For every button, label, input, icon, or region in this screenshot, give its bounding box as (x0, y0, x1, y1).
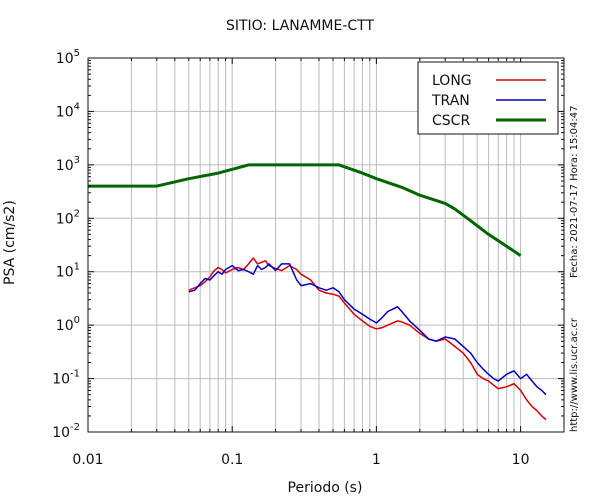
chart-title: SITIO: LANAMME-CTT (225, 18, 375, 34)
series-tran-line (188, 263, 547, 396)
legend-label-tran: TRAN (431, 93, 470, 109)
series-long-line (188, 257, 547, 421)
x-tick-label: 0.1 (221, 452, 243, 468)
axes (87, 57, 565, 433)
x-axis-label: Periodo (s) (288, 480, 363, 496)
tick-labels: 0.01 0.1 1 10 10-2 10-1 100 101 102 103 104 105 (52, 48, 529, 468)
y-tick-label: 10-1 (52, 369, 80, 388)
series-cscr-line (88, 163, 522, 257)
plot-frame (87, 57, 565, 433)
legend-box (417, 61, 559, 135)
y-tick-label: 104 (56, 101, 80, 120)
y-tick-label: 10-2 (52, 422, 80, 441)
legend: LONG TRAN CSCR (417, 61, 559, 135)
y-tick-label: 102 (56, 208, 80, 227)
y-tick-label: 100 (56, 315, 80, 334)
x-tick-label: 0.01 (72, 452, 103, 468)
y-tick-label: 103 (56, 155, 80, 174)
y-tick-label: 101 (56, 262, 80, 281)
x-tick-label: 1 (372, 452, 381, 468)
x-tick-label: 10 (512, 452, 530, 468)
legend-label-long: LONG (432, 73, 472, 89)
legend-label-cscr: CSCR (432, 113, 470, 129)
y-tick-label: 105 (56, 48, 80, 67)
series-layer (88, 163, 547, 421)
